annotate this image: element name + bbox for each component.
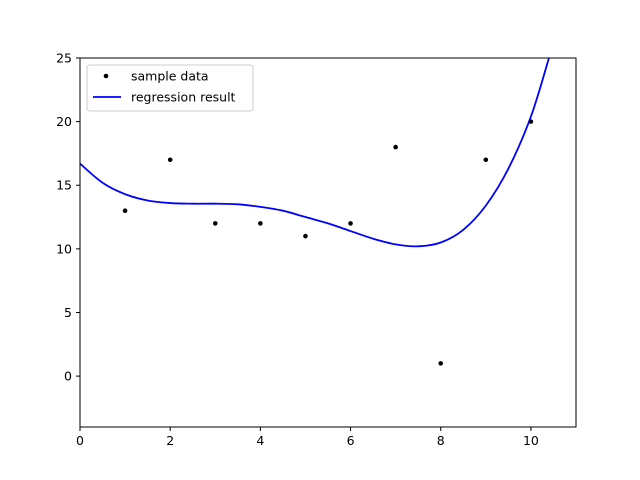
plot-area	[80, 58, 550, 366]
sample-point	[212, 221, 218, 226]
sample-point	[483, 157, 489, 163]
y-tick-label: 20	[56, 114, 72, 129]
y-tick-label: 5	[64, 305, 72, 320]
x-tick-label: 6	[347, 433, 355, 448]
regression-line	[80, 58, 550, 248]
axes-frame	[79, 57, 577, 428]
sample-point	[438, 361, 444, 366]
sample-point	[122, 208, 128, 213]
legend: sample data regression result	[86, 64, 254, 112]
sample-point	[528, 119, 534, 124]
y-tick-label: 0	[64, 369, 72, 384]
legend-marker-sample-data	[103, 73, 109, 79]
y-tick-label: 15	[56, 178, 72, 193]
x-tick-label: 8	[437, 433, 445, 448]
sample-point	[303, 233, 308, 239]
x-tick-label: 0	[76, 433, 84, 448]
sample-point	[258, 221, 263, 226]
y-tick-label: 10	[56, 241, 72, 256]
sample-point	[393, 144, 398, 150]
legend-box	[86, 64, 254, 112]
x-tick-label: 10	[523, 433, 539, 448]
axes: 0 2 4 6 8 10 0 5 10 15 20 25	[56, 51, 577, 448]
x-tick-label: 4	[256, 433, 264, 448]
legend-label-regression-result: regression result	[131, 90, 236, 105]
sample-point	[348, 221, 353, 226]
sample-point	[167, 157, 173, 163]
y-tick-label: 25	[56, 51, 72, 66]
x-tick-label: 2	[166, 433, 174, 448]
legend-label-sample-data: sample data	[131, 69, 209, 84]
